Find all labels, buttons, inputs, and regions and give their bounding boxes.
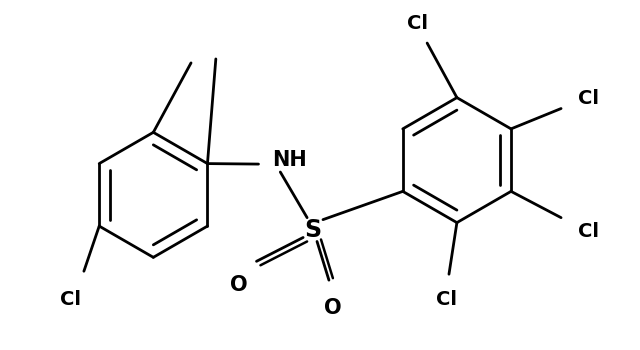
Text: S: S (305, 218, 322, 241)
Text: Cl: Cl (579, 89, 599, 108)
Text: NH: NH (273, 150, 307, 170)
Text: Cl: Cl (60, 289, 81, 308)
Text: O: O (324, 298, 342, 318)
Text: Cl: Cl (407, 14, 428, 33)
Text: O: O (230, 275, 248, 295)
Text: Cl: Cl (579, 222, 599, 241)
Text: Cl: Cl (436, 289, 458, 308)
